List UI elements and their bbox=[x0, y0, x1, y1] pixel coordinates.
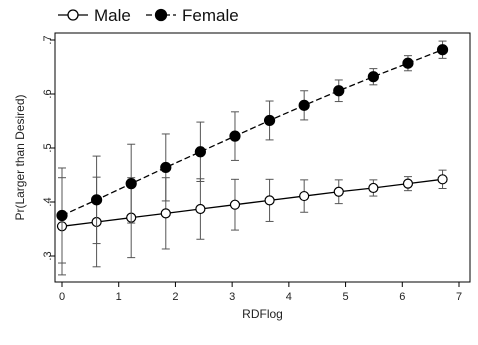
x-tick-label: 3 bbox=[229, 291, 235, 303]
plot-area: .3 .4 .5 .6 .7 0 1 2 3 4 5 6 7 bbox=[42, 32, 471, 303]
data-point-female bbox=[125, 178, 137, 190]
y-tick-label: .3 bbox=[42, 251, 54, 260]
y-tick-label: .4 bbox=[42, 197, 54, 206]
legend-item-male: Male bbox=[58, 6, 131, 25]
series-line-female bbox=[61, 49, 443, 217]
data-point-female bbox=[160, 161, 172, 174]
data-point-male bbox=[229, 199, 241, 210]
legend-label: Male bbox=[94, 6, 131, 25]
data-point-female bbox=[56, 209, 68, 222]
x-tick-label: 4 bbox=[286, 291, 292, 303]
data-point-male bbox=[195, 203, 206, 215]
series-male bbox=[56, 169, 448, 276]
legend-marker bbox=[67, 9, 79, 21]
x-tick-label: 0 bbox=[59, 291, 65, 303]
legend-label: Female bbox=[182, 6, 239, 25]
legend-item-female: Female bbox=[146, 6, 239, 25]
data-point-male bbox=[437, 174, 448, 185]
data-point-male bbox=[299, 190, 310, 202]
data-point-female bbox=[90, 194, 103, 206]
legend: Male Female bbox=[58, 6, 239, 25]
plot-frame bbox=[54, 32, 471, 283]
x-tick-label: 5 bbox=[343, 291, 349, 303]
data-point-female bbox=[263, 114, 276, 127]
data-point-female bbox=[333, 85, 345, 97]
x-axis-title: RDFlog bbox=[242, 307, 283, 321]
x-tick-label: 2 bbox=[172, 291, 178, 303]
data-point-female bbox=[436, 44, 449, 56]
data-point-female bbox=[298, 99, 310, 111]
series-female bbox=[56, 40, 449, 264]
x-tick-label: 7 bbox=[456, 291, 462, 303]
data-point-female bbox=[194, 146, 206, 158]
y-tick-label: .6 bbox=[42, 89, 54, 98]
data-point-female bbox=[229, 130, 241, 142]
y-axis-title: Pr(Larger than Desired) bbox=[13, 94, 27, 220]
data-point-male bbox=[264, 195, 275, 206]
data-point-male bbox=[368, 182, 379, 194]
data-point-male bbox=[160, 208, 171, 219]
legend-marker bbox=[154, 8, 168, 22]
data-point-male bbox=[333, 186, 344, 197]
data-point-male bbox=[402, 178, 414, 189]
x-tick-label: 6 bbox=[399, 291, 405, 303]
y-tick-label: .7 bbox=[42, 35, 54, 44]
data-point-female bbox=[402, 57, 414, 69]
series-line-male bbox=[61, 178, 443, 227]
y-tick-label: .5 bbox=[42, 143, 54, 152]
x-tick-label: 1 bbox=[116, 291, 122, 303]
data-point-female bbox=[367, 71, 379, 83]
